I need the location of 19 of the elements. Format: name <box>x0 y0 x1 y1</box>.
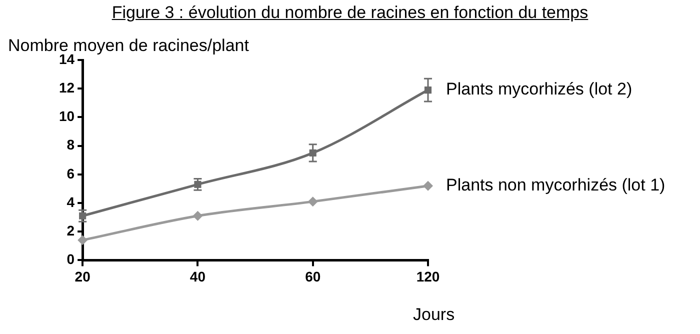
point <box>192 210 203 221</box>
y-tick-label: 4 <box>66 194 75 210</box>
point <box>308 196 318 207</box>
y-tick-label: 12 <box>58 79 75 96</box>
x-axis-title: Jours <box>413 305 455 325</box>
x-tick-label: 20 <box>74 268 91 284</box>
y-tick-label: 6 <box>66 165 75 182</box>
x-tick-label: 40 <box>190 268 206 284</box>
series-label: Plants mycorhizés (lot 2) <box>446 80 632 99</box>
y-tick-label: 8 <box>66 136 75 153</box>
y-tick-label: 10 <box>58 108 75 124</box>
chart-title: Figure 3 : évolution du nombre de racines en fonction du temps <box>112 3 588 22</box>
series-label: Plants non mycorhizés (lot 1) <box>446 176 666 195</box>
x-tick-label: 120 <box>416 268 440 284</box>
y-tick-label: 2 <box>66 222 75 238</box>
point <box>78 235 88 246</box>
point <box>423 180 433 191</box>
y-tick-label: 0 <box>66 251 75 268</box>
x-tick-label: 60 <box>305 268 321 284</box>
